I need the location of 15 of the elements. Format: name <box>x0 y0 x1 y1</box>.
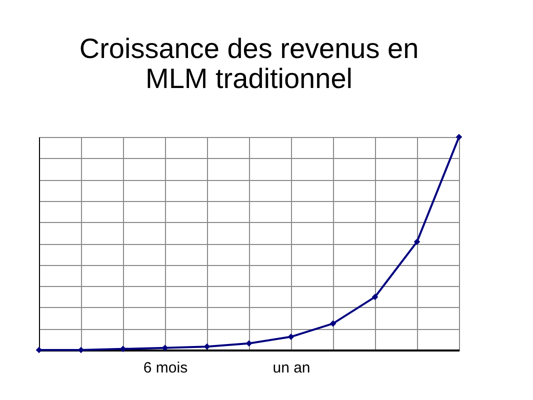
point <box>120 346 126 352</box>
point <box>288 334 294 340</box>
point <box>162 344 168 352</box>
point <box>372 294 378 300</box>
point <box>246 340 252 347</box>
point <box>78 346 84 354</box>
point <box>414 238 420 245</box>
x-tick-label: un an <box>272 360 310 376</box>
point <box>330 320 336 327</box>
text: MLM traditionnel <box>146 62 352 94</box>
point <box>36 346 42 354</box>
point <box>456 134 462 140</box>
point <box>204 343 210 350</box>
text: Croissance des revenus en <box>79 32 419 64</box>
x-tick-label: 6 mois <box>143 360 188 376</box>
